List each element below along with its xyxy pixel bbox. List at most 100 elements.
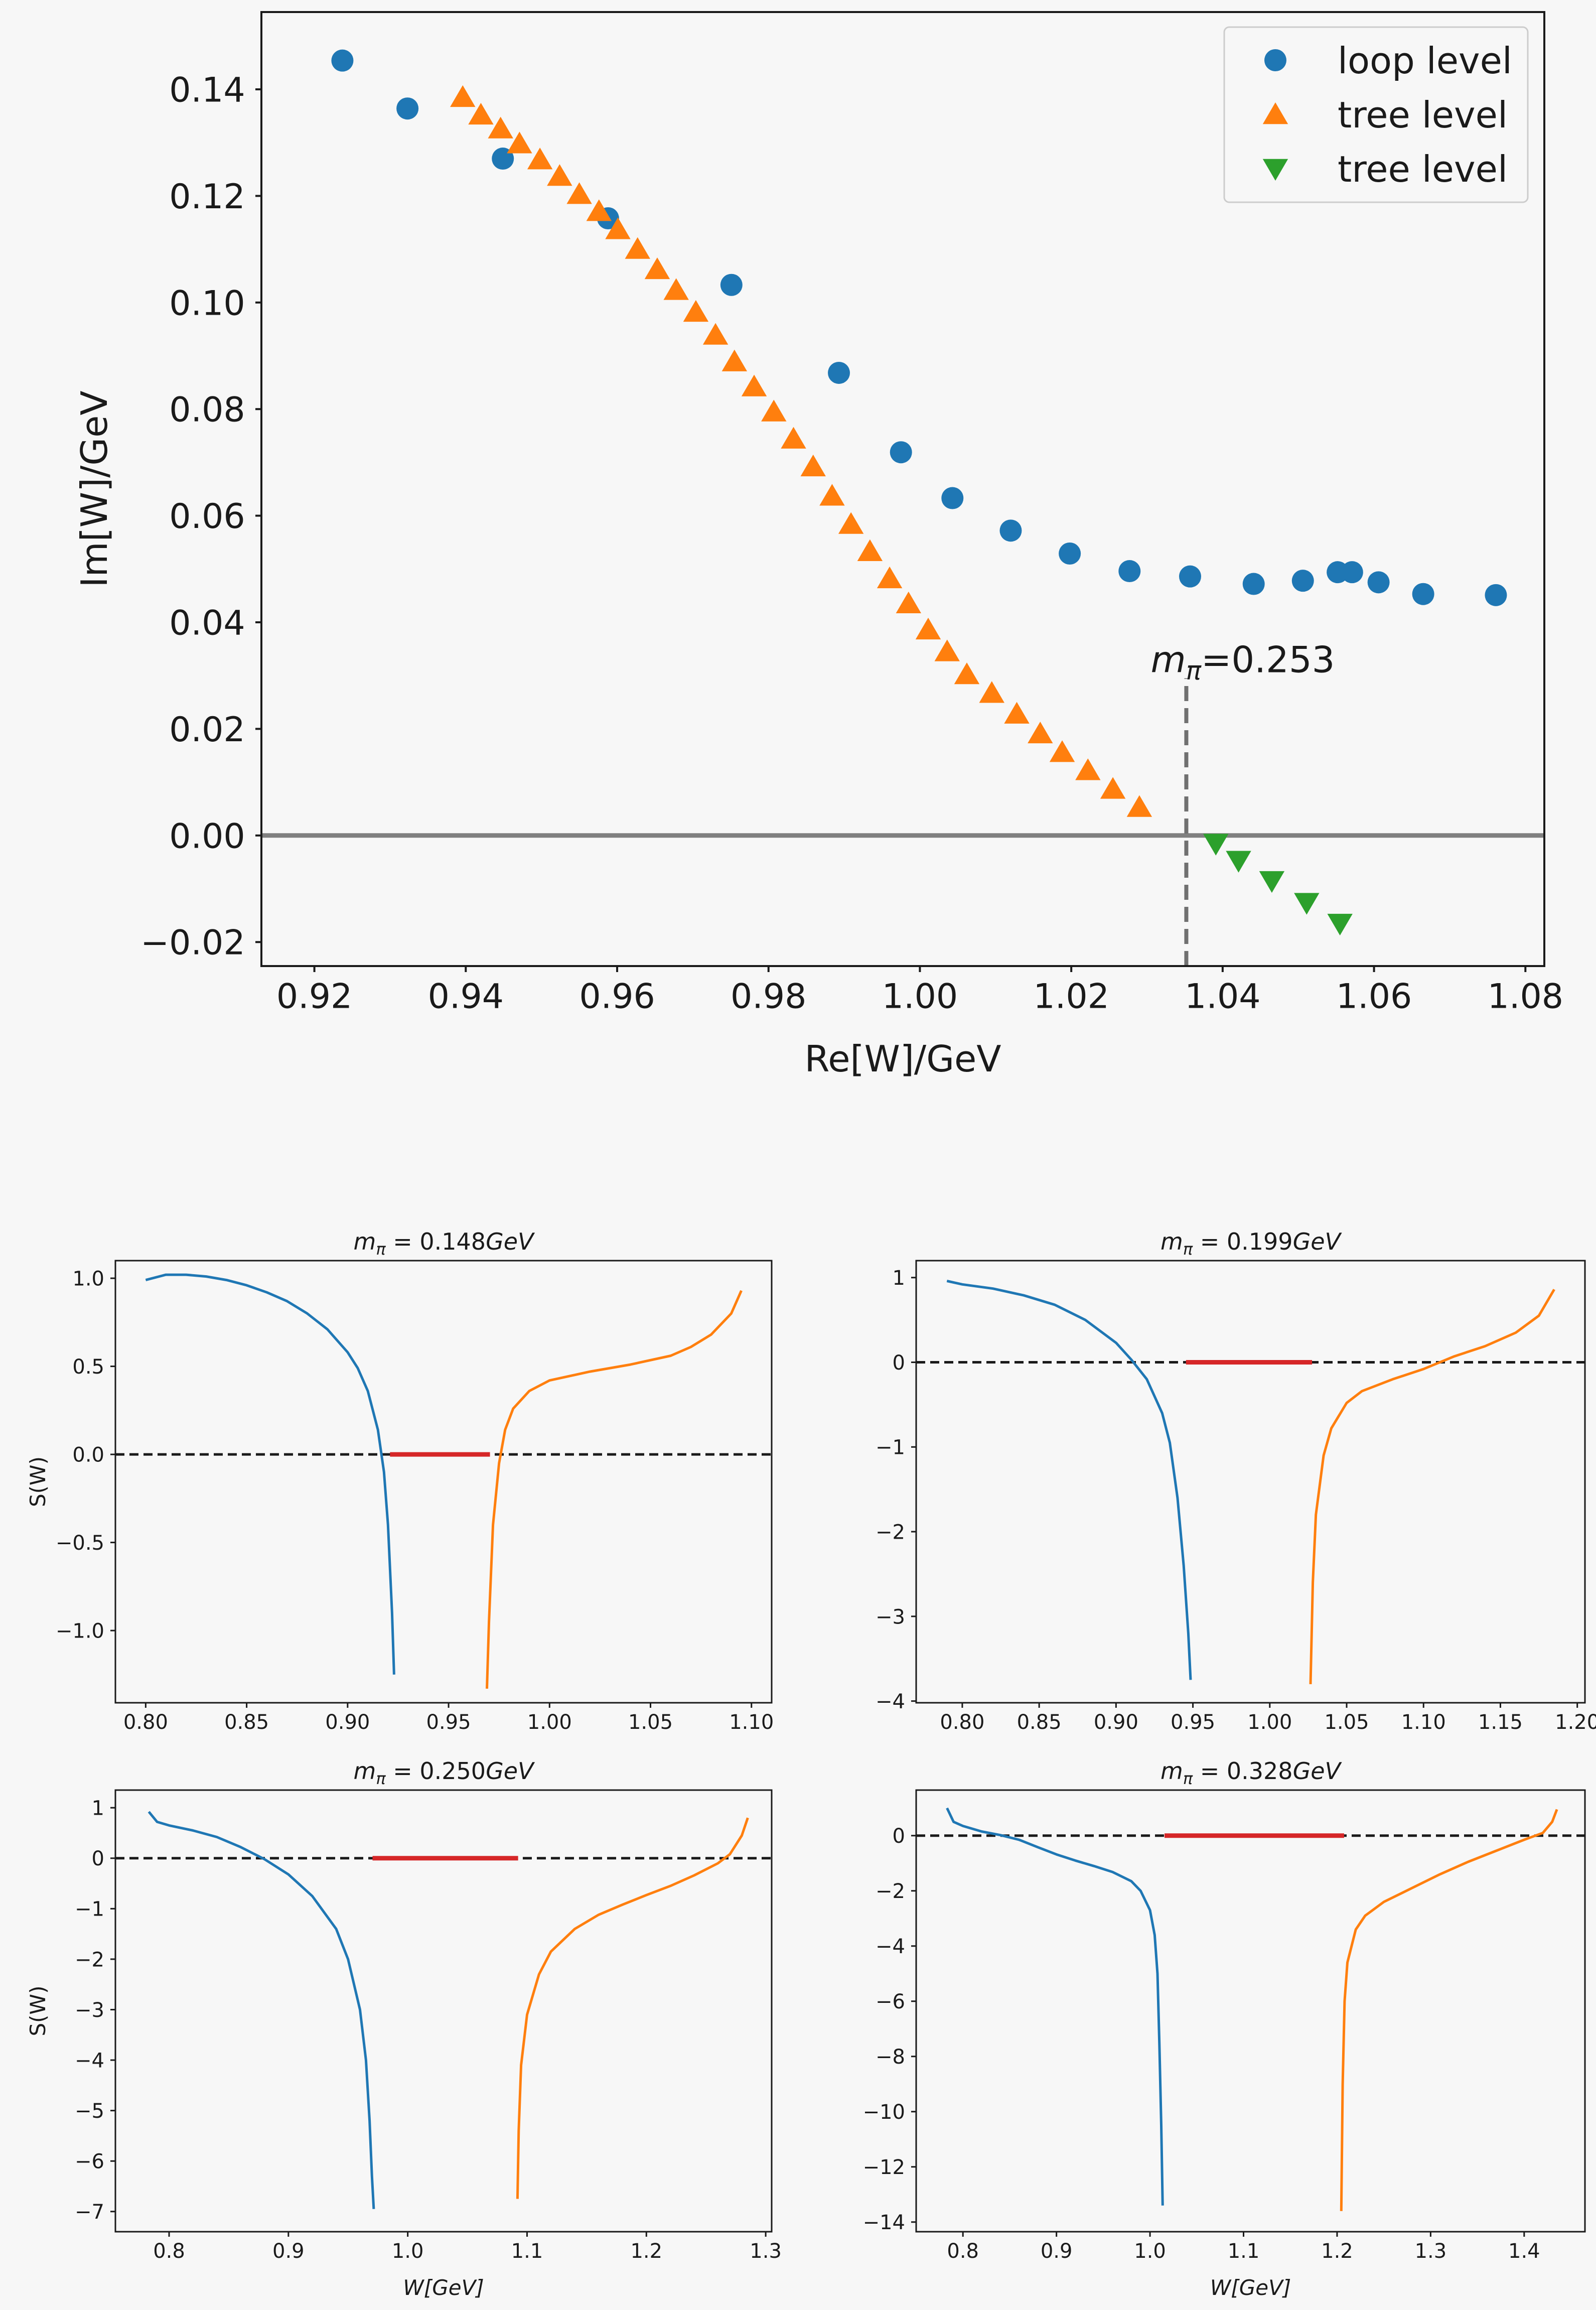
tree-level-up-point: [954, 662, 980, 685]
loop-level-point: [828, 361, 850, 384]
loop-level-point: [331, 49, 354, 72]
tree-level-down-point: [1259, 871, 1285, 893]
y-tick-label: −5: [75, 2100, 104, 2123]
tree-level-up-point: [702, 323, 729, 345]
tree-level-up-point: [857, 539, 883, 561]
axes-frame: [915, 1789, 1586, 2233]
tree-level-up-point: [663, 278, 689, 300]
axes-frame: [915, 1260, 1586, 1704]
tree-level-up-point: [547, 164, 572, 186]
x-tick-label: 1.1: [511, 2240, 543, 2263]
axes-p4: 0.8 0.9 1.0 1.1 1.2 1.3 1.4 0 −2 −4 −6 −8 −10 −12 −14 m…: [863, 1757, 1586, 2300]
x-axis-label: Re[W]/GeV: [804, 1038, 1001, 1080]
plot-area: [115, 1790, 772, 2232]
y-tick-label: −4: [876, 1935, 905, 1958]
x-tick-label: 0.92: [276, 977, 352, 1016]
loop-level-point: [1242, 573, 1265, 595]
axes-p3: 0.8 0.9 1.0 1.1 1.2 1.3 1 0 −1 −2 −3 −4 −5 −6 −7 mπ = 0…: [26, 1757, 782, 2300]
tree-level-up-point: [979, 681, 1004, 703]
tree-level-up-point: [877, 566, 903, 589]
panel-x-label: W[GeV]: [403, 2275, 484, 2300]
orange-curve: [1309, 1289, 1555, 1684]
tree-level-down-point: [1327, 913, 1353, 936]
tree-level-up-point: [819, 484, 845, 506]
x-tick-label: 1.3: [1415, 2240, 1447, 2263]
x-tick-label: 0.85: [224, 1711, 269, 1734]
tree-level-down-point: [1294, 893, 1320, 915]
panel-title: mπ = 0.328GeV: [1160, 1757, 1343, 1788]
x-tick-label: 0.8: [947, 2240, 979, 2263]
tree-level-up-point: [761, 399, 787, 422]
loop-level-point: [396, 97, 419, 120]
y-tick-label: −6: [876, 1990, 905, 2013]
tree-level-up-point: [838, 512, 864, 534]
tree-level-up-point: [934, 639, 960, 661]
tree-level-up-point: [800, 454, 826, 477]
x-tick-label: 1.00: [882, 977, 958, 1016]
loop-level-point: [890, 441, 912, 464]
series-triangle-down: [1203, 834, 1353, 936]
legend-marker-circle: [1264, 49, 1286, 71]
loop-level-point: [1341, 561, 1363, 584]
x-tick-label: 0.90: [1094, 1711, 1138, 1734]
legend-label: loop level: [1338, 40, 1512, 82]
x-tick-label: 1.3: [750, 2240, 782, 2263]
y-tick-label: −3: [876, 1605, 905, 1628]
x-tick-label: 0.95: [1171, 1711, 1215, 1734]
x-tick-label: 0.94: [428, 977, 504, 1016]
axes-main: 0.92 0.94 0.96 0.98 1.00 1.02 1.04 1.06 1.08 −0.0…: [73, 11, 1563, 1080]
x-tick-label: 1.2: [1321, 2240, 1353, 2263]
axes-frame: [260, 11, 1545, 967]
blue-curve: [148, 1811, 375, 2209]
tree-level-up-point: [896, 591, 922, 614]
legend: loop level tree level tree level: [1223, 26, 1529, 203]
loop-level-point: [1367, 571, 1390, 594]
y-tick-label: −1: [876, 1436, 905, 1459]
tree-level-up-point: [1004, 702, 1030, 724]
y-tick-label: 1: [92, 1797, 104, 1820]
loop-level-point: [1291, 570, 1314, 592]
tree-level-up-point: [1126, 795, 1152, 817]
y-tick-label: −2: [876, 1521, 905, 1544]
tree-level-up-point: [683, 300, 709, 322]
legend-label: tree level: [1338, 94, 1508, 136]
x-tick-label: 1.02: [1033, 977, 1109, 1016]
x-tick-label: 1.10: [1401, 1711, 1446, 1734]
x-tick-label: 1.1: [1228, 2240, 1260, 2263]
orange-curve: [516, 1817, 749, 2199]
series-triangle-up: [450, 85, 1152, 817]
x-tick-label: 0.90: [325, 1711, 370, 1734]
x-tick-label: 0.85: [1017, 1711, 1062, 1734]
x-tick-label: 1.05: [628, 1711, 673, 1734]
tree-level-up-point: [1028, 721, 1053, 744]
series-circle: [331, 49, 1507, 606]
y-tick-label: 0.00: [169, 817, 245, 856]
panel-title: mπ = 0.148GeV: [354, 1228, 536, 1259]
orange-curve: [1340, 1809, 1558, 2211]
tree-level-up-point: [915, 617, 941, 640]
axes-p1: 0.80 0.85 0.90 0.95 1.00 1.05 1.10 1.0 0.5 0.0 −0.…: [26, 1228, 774, 1734]
y-tick-label: 0.04: [169, 603, 245, 643]
x-tick-label: 1.15: [1478, 1711, 1523, 1734]
y-tick-label: 0: [893, 1825, 905, 1848]
tree-level-up-point: [586, 199, 612, 221]
legend-box: [1223, 26, 1529, 203]
x-tick-label: 1.10: [729, 1711, 774, 1734]
x-tick-label: 1.2: [630, 2240, 662, 2263]
y-tick-label: 0.14: [169, 70, 245, 110]
blue-curve: [145, 1273, 395, 1675]
y-tick-label: −12: [863, 2156, 905, 2179]
legend-marker-triangle-down: [1262, 159, 1288, 181]
loop-level-point: [1412, 583, 1434, 605]
tree-level-up-point: [488, 116, 513, 139]
y-tick-label: 1: [893, 1267, 905, 1290]
loop-level-point: [999, 519, 1022, 542]
tree-level-up-point: [644, 257, 670, 280]
loop-level-point: [1059, 542, 1081, 565]
x-tick-label: 0.9: [272, 2240, 305, 2263]
x-tick-label: 0.8: [153, 2240, 185, 2263]
y-tick-label: −7: [75, 2201, 104, 2224]
y-tick-label: −1: [75, 1898, 104, 1921]
panel-title: mπ = 0.199GeV: [1160, 1228, 1343, 1259]
